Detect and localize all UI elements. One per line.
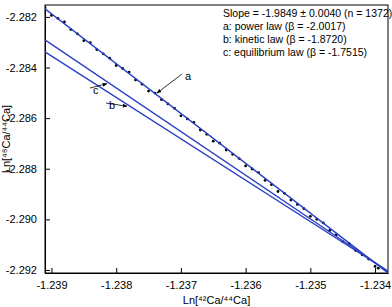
y-tick-label: -2.290	[6, 213, 37, 225]
x-tick-label: -1.237	[166, 279, 197, 291]
y-tick: -2.292	[6, 264, 50, 276]
data-point	[374, 265, 377, 268]
y-tick: -2.284	[6, 62, 50, 74]
annotation: Slope = -1.9849 ± 0.0040 (n = 1372)	[223, 7, 392, 19]
x-tick-label: -1.236	[231, 279, 262, 291]
data-point	[309, 215, 312, 218]
annotation: b: kinetic law (β = -1.8720)	[223, 33, 347, 45]
y-tick-label: -2.292	[6, 264, 37, 276]
y-tick-mark	[45, 270, 50, 271]
label-arrow	[157, 74, 182, 93]
y-tick: -2.282	[6, 11, 50, 23]
y-tick-mark	[45, 169, 50, 170]
annotation: a: power law (β = -2.0017)	[223, 20, 345, 32]
y-tick-label: -2.284	[6, 62, 37, 74]
y-tick-mark	[45, 219, 50, 220]
y-tick-mark	[45, 118, 50, 119]
labels: a bc Slope = -1.9849 ± 0.0040 (n = 1372)a:…	[90, 7, 392, 111]
line-label: b	[109, 99, 115, 111]
x-tick-mark	[375, 268, 376, 273]
chart: -1.239 -1.238 -1.237 -1.236 -1.235 -1.234 -2.2…	[0, 0, 392, 307]
y-tick: -2.286	[6, 112, 50, 124]
data-point	[244, 165, 247, 168]
y-tick-mark	[45, 17, 50, 18]
x-tick-mark	[246, 268, 247, 273]
line-label: a	[185, 70, 192, 82]
x-tick-mark	[181, 268, 182, 273]
fit-line	[45, 40, 388, 271]
x-axis-title: Ln[⁴²Ca/⁴⁴Ca]	[183, 294, 250, 306]
y-axis: -2.282 -2.284 -2.286 -2.288 -2.290 -2.292	[6, 6, 50, 276]
data-point	[377, 267, 380, 270]
x-tick: -1.239	[36, 268, 67, 291]
annotation: c: equilibrium law (β = -1.7515)	[223, 46, 367, 58]
x-tick-label: -1.239	[36, 279, 67, 291]
fit-line	[45, 9, 388, 273]
x-tick-label: -1.238	[101, 279, 132, 291]
x-tick: -1.235	[295, 268, 326, 291]
y-axis-title: Ln[⁴⁸Ca/⁴⁴Ca]	[0, 105, 12, 173]
data-point	[277, 190, 280, 193]
x-tick-label: -1.235	[295, 279, 326, 291]
x-tick: -1.238	[101, 268, 132, 291]
x-tick-label: -1.234	[360, 279, 391, 291]
line-label: c	[93, 84, 99, 96]
fit-line	[45, 52, 388, 271]
y-tick: -2.288	[6, 163, 50, 175]
x-tick: -1.236	[231, 268, 262, 291]
plot: -1.239 -1.238 -1.237 -1.236 -1.235 -1.234 -2.2…	[6, 5, 392, 291]
x-tick-mark	[51, 268, 52, 273]
y-tick-label: -2.282	[6, 11, 37, 23]
x-axis: -1.239 -1.238 -1.237 -1.236 -1.235 -1.234	[36, 268, 391, 291]
x-tick: -1.237	[166, 268, 197, 291]
y-tick: -2.290	[6, 213, 50, 225]
y-tick-mark	[45, 68, 50, 69]
x-tick-mark	[116, 268, 117, 273]
data-point	[212, 140, 215, 143]
marks	[45, 6, 388, 273]
plot-frame	[45, 5, 388, 273]
x-tick-mark	[310, 268, 311, 273]
